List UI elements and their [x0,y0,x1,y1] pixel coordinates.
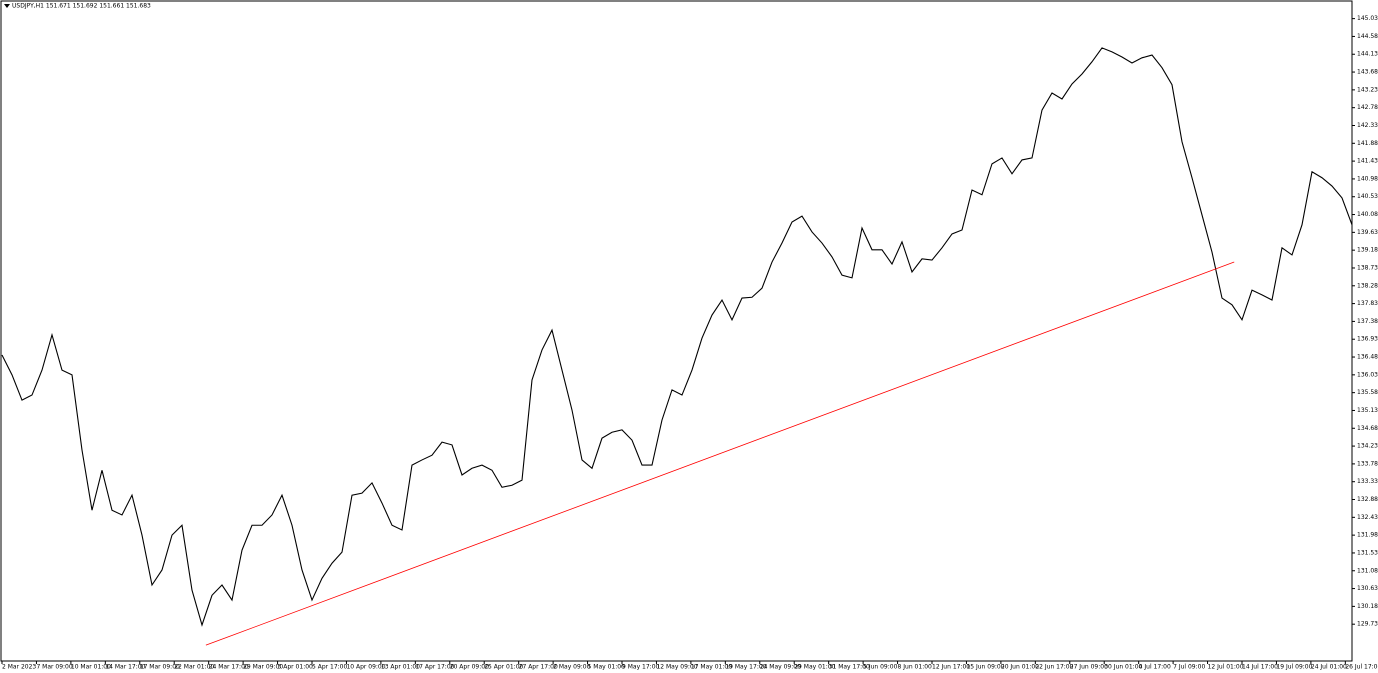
x-tick-label: 2 May 09:00 [553,664,591,671]
x-tick-label: 3 Apr 01:00 [278,664,313,671]
trend-line [205,261,1235,646]
y-tick-label: 140.080 [1357,211,1378,218]
y-tick-label: 133.780 [1357,460,1378,467]
y-tick-label: 137.380 [1357,318,1378,325]
y-tick-label: 142.330 [1357,122,1378,129]
y-tick-label: 136.030 [1357,371,1378,378]
x-tick-label: 12 Jul 01:00 [1208,664,1244,671]
y-tick-label: 135.130 [1357,407,1378,414]
x-tick-label: 24 Jul 01:00 [1311,664,1347,671]
x-tick-label: 29 Mar 09:00 [243,664,283,671]
y-tick-label: 131.080 [1357,567,1378,574]
price-line [1,47,1353,627]
x-tick-label: 19 May 17:00 [725,664,766,671]
y-tick-label: 141.880 [1357,140,1378,147]
y-tick-label: 138.280 [1357,282,1378,289]
x-tick-label: 13 Apr 01:00 [381,664,420,671]
y-tick-label: 141.430 [1357,158,1378,165]
x-tick-label: 25 Apr 01:00 [484,664,523,671]
y-tick-label: 136.930 [1357,336,1378,343]
x-tick-label: 17 Mar 09:00 [140,664,180,671]
x-tick-label: 29 May 01:00 [794,664,835,671]
x-tick-label: 17 May 01:00 [691,664,732,671]
x-tick-label: 22 Jun 17:00 [1035,664,1073,671]
x-tick-label: 20 Apr 09:00 [450,664,489,671]
x-tick-label: 12 May 09:00 [656,664,697,671]
y-tick-label: 138.730 [1357,264,1378,271]
y-tick-label: 144.130 [1357,51,1378,58]
x-tick-label: 10 Apr 09:00 [346,664,385,671]
plot-frame [0,0,1353,662]
y-tick-label: 131.980 [1357,532,1378,539]
y-tick-label: 143.230 [1357,86,1378,93]
y-tick-label: 132.880 [1357,496,1378,503]
y-tick-label: 139.630 [1357,229,1378,236]
x-tick-label: 5 Apr 17:00 [312,664,347,671]
y-tick-label: 131.530 [1357,549,1378,556]
x-tick-label: 26 Jul 17:00 [1345,664,1378,671]
x-tick-label: 14 Mar 17:00 [105,664,145,671]
y-tick-label: 130.180 [1357,603,1378,610]
chart-title: USDJPY,H1 151.671 151.692 151.661 151.68… [12,3,151,10]
x-tick-label: 7 Jul 09:00 [1173,664,1205,671]
x-tick-label: 27 Jun 09:00 [1070,664,1108,671]
y-tick-label: 144.580 [1357,33,1378,40]
y-tick-label: 133.330 [1357,478,1378,485]
x-tick-label: 20 Jun 01:00 [1001,664,1039,671]
y-tick-label: 142.780 [1357,104,1378,111]
y-tick-label: 130.630 [1357,585,1378,592]
x-tick-label: 17 Apr 17:00 [415,664,454,671]
y-tick-label: 129.730 [1357,621,1378,628]
y-tick-label: 140.530 [1357,193,1378,200]
x-tick-label: 4 Jul 17:00 [1139,664,1171,671]
x-tick-label: 30 Jun 01:00 [1104,664,1142,671]
y-tick-label: 134.230 [1357,443,1378,450]
y-tick-label: 137.830 [1357,300,1378,307]
y-tick-label: 139.180 [1357,247,1378,254]
y-tick-label: 145.030 [1357,15,1378,22]
x-tick-label: 5 May 01:00 [588,664,626,671]
x-tick-label: 5 Jun 09:00 [863,664,897,671]
y-tick-label: 136.480 [1357,354,1378,361]
x-tick-label: 2 Mar 2023 [2,664,36,671]
y-tick-label: 132.430 [1357,514,1378,521]
x-tick-label: 10 Mar 01:00 [71,664,111,671]
x-tick-label: 15 Jun 09:00 [966,664,1004,671]
x-tick-label: 24 May 09:00 [760,664,801,671]
x-tick-label: 7 Mar 09:00 [36,664,72,671]
y-tick-label: 143.680 [1357,69,1378,76]
y-tick-label: 134.680 [1357,425,1378,432]
x-tick-label: 24 Mar 17:00 [209,664,249,671]
y-tick-label: 135.580 [1357,389,1378,396]
y-tick-label: 140.980 [1357,175,1378,182]
x-tick-label: 19 Jul 09:00 [1276,664,1312,671]
x-tick-label: 31 May 17:00 [829,664,870,671]
x-tick-label: 12 Jun 17:00 [932,664,970,671]
x-tick-label: 27 Apr 17:00 [519,664,558,671]
x-tick-label: 22 Mar 01:00 [174,664,214,671]
symbol-marker [4,4,10,8]
x-tick-label: 14 Jul 17:00 [1242,664,1278,671]
x-tick-label: 9 May 17:00 [622,664,660,671]
x-tick-label: 8 Jun 01:00 [898,664,932,671]
